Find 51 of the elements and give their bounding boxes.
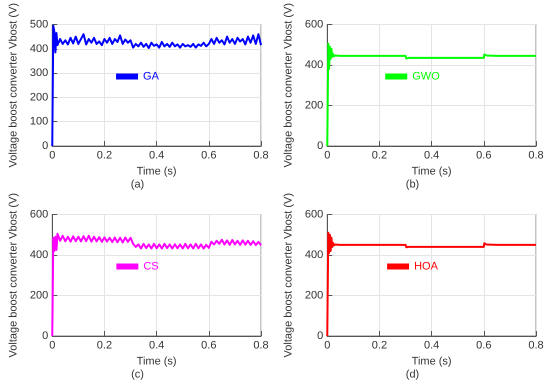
y-tick-label: 400 <box>30 42 48 55</box>
legend-label: GA <box>143 70 160 82</box>
y-tick-label: 0 <box>42 140 48 152</box>
x-tick-label: 0.4 <box>424 340 440 352</box>
x-tick-label: 0.6 <box>476 150 492 162</box>
x-tick-label: 0.8 <box>528 340 544 352</box>
y-tick-label: 600 <box>304 208 324 220</box>
y-tick-label: 600 <box>304 18 324 30</box>
x-tick-label: 0.2 <box>96 150 112 162</box>
x-tick-label: 0.8 <box>253 340 269 352</box>
x-tick-label: 0.8 <box>253 150 269 162</box>
x-tick-label: 0.2 <box>96 340 112 352</box>
y-tick-label: 500 <box>30 18 48 30</box>
y-tick-label: 400 <box>30 248 48 261</box>
text: (c) <box>131 368 144 380</box>
y-tick-label: 400 <box>304 248 324 261</box>
x-tick-label: 0.2 <box>372 150 388 162</box>
legend-label: CS <box>143 260 159 272</box>
y-axis-title: Voltage boost converter Vbost (V) <box>8 2 20 168</box>
text: (a) <box>130 178 144 190</box>
y-tick-label: 400 <box>304 58 324 71</box>
y-tick-label: 200 <box>30 289 48 302</box>
y-tick-label: 0 <box>42 330 48 342</box>
x-axis-title: Time (s) <box>412 355 452 368</box>
x-axis-title: Time (s) <box>136 355 177 368</box>
x-tick-label: 0.4 <box>424 150 440 162</box>
y-tick-label: 300 <box>30 67 48 80</box>
y-axis-title: Voltage boost converter Vbost (V) <box>8 192 20 358</box>
y-tick-label: 0 <box>317 140 324 152</box>
legend-label: HOA <box>414 260 439 272</box>
x-tick-label: 0.4 <box>148 150 164 162</box>
x-tick-label: 0.4 <box>148 340 164 352</box>
y-tick-label: 200 <box>304 289 324 302</box>
x-tick-label: 0.6 <box>201 150 216 162</box>
y-tick-label: 600 <box>30 208 48 220</box>
x-tick-label: 0.8 <box>528 150 544 162</box>
x-tick-label: 0.2 <box>372 340 388 352</box>
x-tick-label: 0.6 <box>476 340 492 352</box>
x-axis-title: Time (s) <box>412 165 452 178</box>
y-axis-title: Voltage boost converter Vbost (V) <box>282 2 294 168</box>
line-series <box>51 24 262 147</box>
text: (b) <box>406 178 420 190</box>
y-axis-title: Voltage boost converter Vbost (V) <box>282 192 294 358</box>
text: (d) <box>406 368 420 380</box>
y-tick-label: 100 <box>30 116 48 128</box>
y-tick-label: 200 <box>304 99 324 112</box>
legend-label: GWO <box>412 70 440 82</box>
y-tick-label: 200 <box>30 91 48 104</box>
y-tick-label: 0 <box>317 330 324 342</box>
x-axis-title: Time (s) <box>136 165 177 178</box>
x-tick-label: 0.6 <box>201 340 216 352</box>
